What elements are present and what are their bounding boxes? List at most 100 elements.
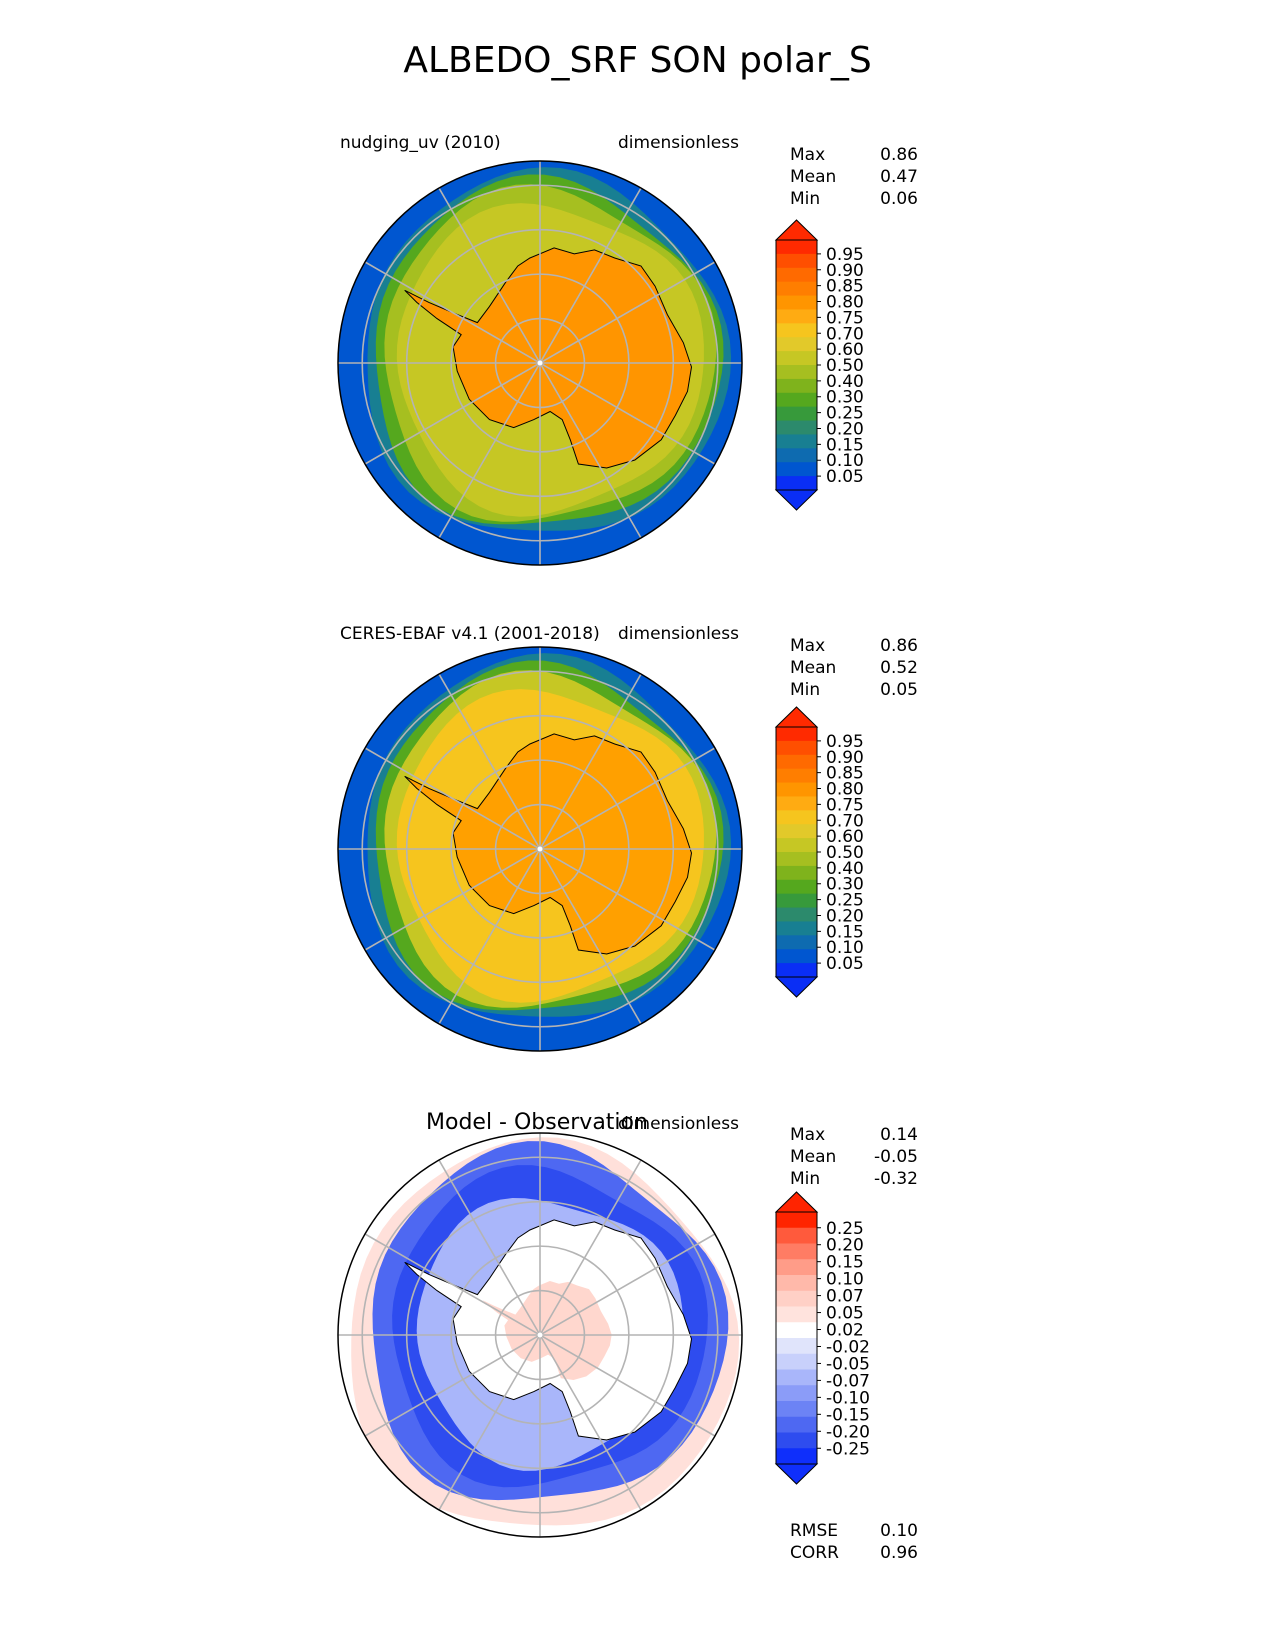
stat-row-min: Min -0.32 <box>790 1168 918 1190</box>
colorbar-swatch <box>776 448 817 463</box>
colorbar-swatch <box>776 1448 817 1465</box>
colorbar-swatch <box>776 295 817 310</box>
colorbar-swatch <box>776 879 817 895</box>
colorbar-swatch <box>776 1227 817 1244</box>
colorbar-tick-label: 0.15 <box>826 922 864 942</box>
colorbar-tick-label: 0.05 <box>826 1304 864 1324</box>
colorbar-swatch <box>776 949 817 964</box>
colorbar-tick-label: 0.25 <box>826 404 864 424</box>
colorbar-tick-label: 0.20 <box>826 419 864 439</box>
colorbar-swatch <box>776 420 817 435</box>
colorbar-diff: 0.250.200.150.100.070.050.02-0.02-0.05-0… <box>774 1191 870 1485</box>
panel2-stats: Max 0.86 Mean 0.52 Min 0.05 <box>790 635 918 701</box>
map-boundary <box>337 1132 743 1538</box>
colorbar-swatch <box>776 378 817 394</box>
stat-label: Min <box>790 1169 821 1189</box>
colorbar-swatch <box>776 462 817 477</box>
panel3-title: Model - Observation <box>426 1110 648 1135</box>
colorbar-swatch <box>776 935 817 950</box>
colorbar-tick-label: 0.90 <box>826 748 864 768</box>
colorbar-swatch <box>776 1275 817 1292</box>
colorbar-swatch <box>776 754 817 770</box>
stat-value: 0.05 <box>880 680 918 700</box>
colorbar-extend-top <box>774 706 819 728</box>
stat-row-mean: Mean 0.52 <box>790 657 918 679</box>
colorbar-tick-label: 0.20 <box>826 906 864 926</box>
colorbar-frame <box>775 1211 818 1465</box>
stat-label: Min <box>790 189 821 209</box>
stat-value: 0.86 <box>880 145 918 165</box>
colorbar-swatch <box>776 782 817 797</box>
panel1-stats: Max 0.86 Mean 0.47 Min 0.06 <box>790 144 918 210</box>
colorbar-tick-label: 0.40 <box>826 372 864 392</box>
stat-value: 0.47 <box>880 167 918 187</box>
colorbar-swatch <box>776 768 817 784</box>
colorbar-swatch <box>776 727 817 742</box>
colorbar-swatch <box>776 1369 817 1386</box>
colorbar-swatch <box>776 824 817 839</box>
colorbar-extend-top <box>774 1191 819 1213</box>
colorbar-tick-label: 0.07 <box>826 1287 864 1307</box>
colorbar-swatch <box>776 838 817 853</box>
stat-row-rmse: RMSE 0.10 <box>790 1520 918 1542</box>
stat-label: CORR <box>790 1543 839 1563</box>
colorbar-tick-label: -0.20 <box>826 1422 870 1442</box>
stat-row-max: Max 0.86 <box>790 144 918 166</box>
colorbar-tick-label: -0.15 <box>826 1405 870 1425</box>
colorbar-tick-label: 0.40 <box>826 859 864 879</box>
colorbar-swatch <box>776 406 817 422</box>
colorbar-swatch <box>776 740 817 756</box>
colorbar-extend-bottom <box>774 489 819 511</box>
colorbar-tick-label: 0.95 <box>826 732 864 752</box>
colorbar-swatch <box>776 963 817 978</box>
panel2-units-label: dimensionless <box>618 624 739 644</box>
colorbar-swatch <box>776 337 817 352</box>
colorbar-tick-label: 0.60 <box>826 827 864 847</box>
colorbar-tick-label: 0.25 <box>826 1219 864 1239</box>
colorbar-tick-label: 0.95 <box>826 245 864 265</box>
colorbar-tick-label: 0.10 <box>826 1270 864 1290</box>
colorbar-tick-label: -0.05 <box>826 1354 870 1374</box>
colorbar-swatch <box>776 323 817 338</box>
stat-value: 0.06 <box>880 189 918 209</box>
colorbar-tick-label: -0.10 <box>826 1388 870 1408</box>
stat-label: Max <box>790 1125 826 1145</box>
stat-row-max: Max 0.14 <box>790 1124 918 1146</box>
stat-row-mean: Mean -0.05 <box>790 1146 918 1168</box>
colorbar-swatch <box>776 351 817 366</box>
pole-marker <box>537 1332 543 1338</box>
colorbar-tick-label: 0.05 <box>826 954 864 974</box>
colorbar-swatch <box>776 907 817 922</box>
stat-row-min: Min 0.05 <box>790 679 918 701</box>
stat-value: 0.52 <box>880 658 918 678</box>
colorbar-tick-label: 0.50 <box>826 356 864 376</box>
colorbar-tick-label: 0.20 <box>826 1236 864 1256</box>
colorbar-swatch <box>776 796 817 811</box>
colorbar-swatch <box>776 865 817 881</box>
colorbar-tick-label: 0.25 <box>826 891 864 911</box>
figure-title: ALBEDO_SRF SON polar_S <box>403 40 872 81</box>
colorbar-swatch <box>776 1290 817 1307</box>
stat-label: Max <box>790 145 826 165</box>
colorbar-swatch <box>776 1243 817 1260</box>
colorbar-tick-label: 0.70 <box>826 811 864 831</box>
colorbar-swatch <box>776 365 817 380</box>
colorbar-swatch <box>776 253 817 269</box>
colorbar-tick-label: 0.90 <box>826 261 864 281</box>
stat-value: 0.10 <box>880 1521 918 1541</box>
colorbar-tick-label: 0.30 <box>826 388 864 408</box>
colorbar-tick-label: 0.75 <box>826 308 864 328</box>
colorbar-tick-label: 0.50 <box>826 843 864 863</box>
colorbar-swatch <box>776 852 817 867</box>
colorbar-tick-label: 0.15 <box>826 435 864 455</box>
stat-value: 0.96 <box>880 1543 918 1563</box>
stat-label: Min <box>790 680 821 700</box>
colorbar-swatch <box>776 921 817 936</box>
map-field <box>338 647 742 1051</box>
colorbar-swatch <box>776 1401 817 1418</box>
colorbar-tick-label: 0.70 <box>826 324 864 344</box>
colorbar-swatch <box>776 1385 817 1402</box>
stat-row-corr: CORR 0.96 <box>790 1542 918 1564</box>
stat-label: RMSE <box>790 1521 839 1541</box>
